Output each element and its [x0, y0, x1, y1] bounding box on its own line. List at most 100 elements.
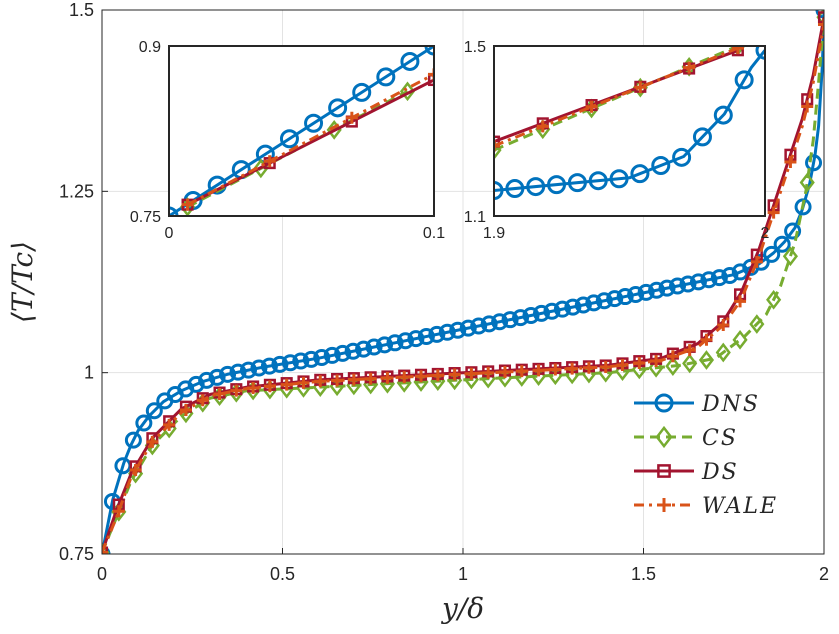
data-point-wale [818, 18, 824, 31]
data-point-cs [766, 289, 782, 310]
data-point-dns [376, 336, 394, 354]
data-point-wale [731, 46, 744, 55]
data-point-dns [260, 357, 278, 375]
main-x-tick-label: 0 [97, 564, 107, 584]
data-point-dns [491, 313, 509, 331]
data-point-cs [715, 342, 731, 363]
inset2-x-tick-label: 2 [761, 225, 770, 242]
data-point-dns [344, 342, 362, 360]
data-point-dns [672, 147, 692, 167]
data-point-dns [501, 311, 519, 329]
data-point-cs [732, 329, 748, 350]
inset1-y-tick-label: 0.75 [130, 209, 161, 226]
data-point-cs [682, 353, 698, 374]
data-point-dns [595, 292, 613, 310]
data-point-wale [431, 369, 444, 382]
series-line-dns [169, 46, 434, 216]
data-point-wale [381, 371, 394, 384]
data-point-wale [465, 367, 478, 380]
data-point-dns [480, 315, 498, 333]
data-point-dns [302, 350, 320, 368]
data-point-dns [428, 325, 446, 343]
data-point-wale [582, 361, 595, 374]
inset2-x-tick-label: 1.9 [483, 225, 505, 242]
data-point-dns [710, 269, 728, 287]
data-point-wale [297, 376, 310, 389]
data-point-cs [665, 356, 681, 376]
data-point-dns [292, 352, 310, 370]
data-point-cs [749, 314, 765, 334]
data-point-dns [784, 222, 802, 240]
series-line-cs [102, 17, 824, 554]
data-point-wale [633, 357, 646, 370]
data-point-dns [365, 338, 383, 356]
data-point-wale [345, 111, 358, 124]
data-point-wale [717, 319, 730, 332]
data-point-wale [515, 365, 528, 378]
data-point-dns [400, 51, 420, 71]
data-point-dns [386, 334, 404, 352]
data-point-dns [470, 317, 488, 335]
data-point-cs [648, 357, 664, 378]
data-point-wale [650, 354, 663, 367]
data-point-dns [669, 277, 687, 295]
data-point-dns [588, 171, 608, 191]
data-point-wale [428, 68, 434, 81]
data-point-wale [585, 100, 598, 113]
y-axis-label: ⟨T/Tc⟩ [6, 241, 39, 323]
data-point-dns [721, 267, 739, 285]
data-point-dns [250, 359, 268, 377]
data-point-wale [331, 374, 344, 387]
data-point-wale [683, 61, 696, 74]
data-point-dns [494, 181, 504, 200]
data-point-dns [627, 285, 645, 303]
data-point-dns [763, 245, 781, 263]
data-point-dns [124, 431, 142, 449]
data-point-wale [683, 344, 696, 357]
data-point-dns [279, 129, 299, 149]
main-x-tick-label: 1.5 [631, 564, 656, 584]
legend-label-wale: WALE [702, 494, 778, 519]
data-point-wale [364, 372, 377, 385]
data-point-wale [112, 505, 125, 518]
inset-left-frame [168, 45, 435, 217]
data-point-dns [352, 82, 372, 102]
legend-label-ds: DS [701, 460, 739, 485]
data-point-dns [609, 169, 629, 189]
data-point-dns [543, 302, 561, 320]
data-point-dns [547, 175, 567, 195]
data-point-wale [314, 375, 327, 388]
main-y-tick-label: 1 [84, 363, 94, 383]
data-point-dns [271, 355, 289, 373]
data-point-dns [328, 98, 348, 118]
data-point-dns [239, 361, 257, 379]
data-point-dns [616, 288, 634, 306]
data-point-dns [564, 298, 582, 316]
main-x-tick-label: 2 [819, 564, 829, 584]
inset2-y-tick-label: 1.1 [464, 209, 486, 226]
legend-marker-cs [655, 425, 673, 449]
data-point-dns [526, 177, 546, 197]
data-point-wale [398, 371, 411, 384]
data-point-dns [606, 290, 624, 308]
data-point-dns [505, 179, 525, 199]
data-point-dns [281, 354, 299, 372]
main-x-tick-label: 1 [458, 564, 468, 584]
data-point-dns [805, 154, 823, 172]
data-point-wale [102, 546, 108, 554]
data-point-wale [448, 368, 461, 381]
data-point-dns [438, 323, 456, 341]
data-point-dns [585, 294, 603, 312]
data-point-wale [700, 333, 713, 346]
main-y-tick-label: 1.25 [59, 181, 94, 201]
data-point-wale [784, 155, 797, 168]
data-point-dns [630, 164, 650, 184]
main-y-tick-label: 1.5 [69, 0, 94, 20]
data-point-dns [208, 368, 226, 386]
data-point-wale [482, 366, 495, 379]
data-point-wale [666, 350, 679, 363]
data-point-dns [145, 402, 163, 420]
inset1-x-tick-label: 0 [165, 225, 174, 242]
data-point-wale [213, 388, 226, 401]
